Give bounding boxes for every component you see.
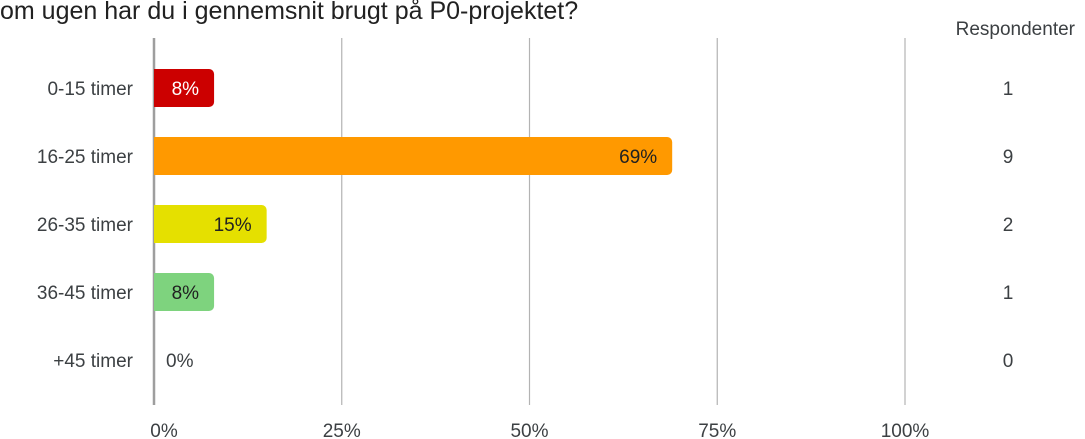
bar-edge bbox=[154, 69, 160, 107]
respondent-count: 1 bbox=[1003, 79, 1014, 100]
respondent-count: 0 bbox=[1003, 351, 1014, 372]
category-label: 16-25 timer bbox=[37, 147, 134, 168]
bar bbox=[154, 273, 215, 311]
x-tick-label: 75% bbox=[698, 421, 736, 439]
x-tick-label: 50% bbox=[510, 421, 548, 439]
bar-edge bbox=[154, 137, 160, 175]
category-label: 36-45 timer bbox=[37, 283, 134, 304]
bar-edge bbox=[154, 273, 160, 311]
bar-value-label: 15% bbox=[214, 215, 252, 236]
category-label: 0-15 timer bbox=[47, 79, 133, 100]
bar bbox=[154, 205, 267, 243]
x-tick-label: 0% bbox=[150, 421, 178, 439]
bar bbox=[154, 137, 673, 175]
category-label: +45 timer bbox=[53, 351, 133, 372]
x-tick-label: 25% bbox=[323, 421, 361, 439]
respondent-count: 2 bbox=[1003, 215, 1014, 236]
bar-value-label: 8% bbox=[172, 283, 200, 304]
respondents-header: Respondenter bbox=[956, 19, 1076, 40]
bar-value-label: 69% bbox=[619, 147, 657, 168]
respondent-counts: 1 9 2 1 0 bbox=[1003, 79, 1014, 372]
bar-value-label: 8% bbox=[172, 79, 200, 100]
bar-edge bbox=[154, 205, 160, 243]
chart-title: om ugen har du i gennemsnit brugt på P0-… bbox=[0, 0, 579, 25]
x-axis-tick-labels: 0% 25% 50% 75% 100% bbox=[150, 421, 929, 439]
bar-value-label: 0% bbox=[166, 351, 194, 372]
bar bbox=[154, 69, 215, 107]
respondent-count: 9 bbox=[1003, 147, 1014, 168]
category-label: 26-35 timer bbox=[37, 215, 134, 236]
x-tick-label: 100% bbox=[881, 421, 930, 439]
category-labels: 0-15 timer 16-25 timer 26-35 timer 36-45 ti… bbox=[37, 79, 134, 372]
respondent-count: 1 bbox=[1003, 283, 1014, 304]
bars: 8% 69% 15% 8% 0% bbox=[154, 69, 673, 372]
